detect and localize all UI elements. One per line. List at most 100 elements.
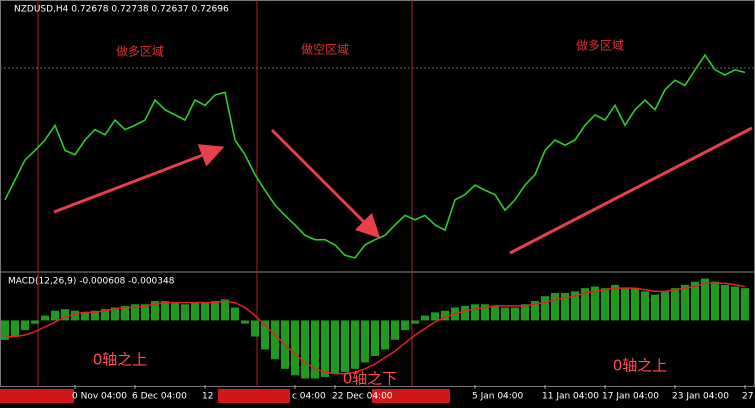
histogram-bar bbox=[181, 304, 189, 321]
histogram-bar bbox=[1, 320, 9, 340]
histogram-bar bbox=[661, 291, 669, 321]
histogram-bar bbox=[531, 301, 539, 321]
histogram-bar bbox=[701, 278, 709, 321]
histogram-bar bbox=[671, 288, 679, 321]
histogram-bar bbox=[211, 301, 219, 321]
histogram-bar bbox=[261, 320, 269, 350]
histogram-bar bbox=[541, 296, 549, 321]
x-tick-label: 23 Jan 04:00 bbox=[672, 392, 729, 402]
histogram-bar bbox=[731, 286, 739, 321]
histogram-bar bbox=[21, 320, 29, 331]
annotation: 0轴之上 bbox=[93, 351, 148, 369]
histogram-bar bbox=[571, 291, 579, 321]
histogram-bar bbox=[611, 284, 619, 321]
histogram-bar bbox=[441, 310, 449, 321]
histogram-bar bbox=[621, 288, 629, 321]
histogram-bar bbox=[271, 320, 279, 360]
histogram-bar bbox=[231, 307, 239, 321]
highlight bbox=[372, 389, 450, 403]
histogram-bar bbox=[351, 320, 359, 369]
histogram-bar bbox=[401, 320, 409, 331]
histogram-bar bbox=[131, 304, 139, 321]
histogram-bar bbox=[501, 307, 509, 321]
arrow bbox=[53, 144, 225, 214]
x-tick-label: 17 Jan 04:00 bbox=[602, 392, 659, 402]
histogram-bar bbox=[601, 288, 609, 321]
histogram-bar bbox=[91, 310, 99, 321]
annotation: 做空区域 bbox=[301, 42, 349, 57]
histogram-bar bbox=[461, 305, 469, 321]
histogram-bar bbox=[481, 304, 489, 321]
x-tick-label: 6 Dec 04:00 bbox=[132, 392, 187, 402]
histogram-bar bbox=[511, 307, 519, 321]
histogram-bar bbox=[341, 320, 349, 373]
histogram-bar bbox=[381, 320, 389, 350]
histogram-bar bbox=[471, 304, 479, 321]
histogram-bar bbox=[651, 294, 659, 321]
arrow bbox=[509, 126, 753, 255]
histogram-bar bbox=[741, 288, 749, 321]
annotation: 0轴之上 bbox=[613, 357, 668, 375]
histogram-bar bbox=[421, 315, 429, 321]
histogram-bar bbox=[561, 292, 569, 321]
histogram-bar bbox=[491, 305, 499, 321]
histogram-bar bbox=[151, 301, 159, 321]
highlight bbox=[218, 389, 290, 403]
histogram-bar bbox=[61, 309, 69, 321]
histogram-bar bbox=[201, 302, 209, 321]
histogram-bar bbox=[51, 310, 59, 321]
arrow bbox=[270, 128, 381, 239]
x-tick-label: 22 Dec 04:00 bbox=[332, 392, 393, 402]
histogram-bar bbox=[121, 305, 129, 321]
macd-title: MACD(12,26,9) -0.000608 -0.000348 bbox=[8, 277, 175, 287]
x-tick-label: 0 Nov 04:00 bbox=[72, 392, 127, 402]
histogram-bar bbox=[241, 320, 249, 324]
histogram-bar bbox=[141, 304, 149, 321]
histogram-bar bbox=[631, 288, 639, 321]
x-tick-label: 12 bbox=[202, 392, 213, 402]
histogram-bar bbox=[81, 312, 89, 321]
histogram-bar bbox=[71, 310, 79, 321]
x-tick-label: c 04:00 bbox=[292, 392, 326, 402]
histogram-bar bbox=[291, 320, 299, 376]
histogram-bar bbox=[681, 284, 689, 321]
annotation: 做多区域 bbox=[116, 44, 164, 59]
histogram-bar bbox=[431, 312, 439, 321]
histogram-bar bbox=[311, 320, 319, 379]
histogram-bar bbox=[691, 281, 699, 321]
highlight bbox=[0, 389, 74, 403]
histogram-bar bbox=[251, 320, 259, 337]
histogram-bar bbox=[591, 286, 599, 321]
histogram-bar bbox=[321, 320, 329, 377]
histogram-bar bbox=[331, 320, 339, 374]
annotation: 0轴之下 bbox=[343, 370, 398, 388]
histogram-bar bbox=[191, 302, 199, 321]
histogram-bar bbox=[221, 299, 229, 321]
histogram-bar bbox=[551, 292, 559, 321]
price-line bbox=[4, 53, 746, 259]
histogram-bar bbox=[411, 320, 419, 324]
histogram-bar bbox=[521, 304, 529, 321]
histogram-bar bbox=[161, 301, 169, 321]
histogram-bar bbox=[711, 281, 719, 321]
x-tick-label: 11 Jan 04:00 bbox=[542, 392, 599, 402]
x-tick-label: 5 Jan 04:00 bbox=[472, 392, 524, 402]
annotation: 做多区域 bbox=[576, 38, 624, 53]
histogram-bar bbox=[101, 309, 109, 321]
histogram-bar bbox=[361, 320, 369, 363]
histogram-bar bbox=[31, 320, 39, 324]
histogram-bar bbox=[641, 291, 649, 321]
signal-line bbox=[5, 282, 746, 375]
histogram-bar bbox=[391, 320, 399, 340]
histogram-bar bbox=[111, 307, 119, 321]
histogram-bar bbox=[371, 320, 379, 356]
histogram-bar bbox=[721, 284, 729, 321]
histogram-bar bbox=[301, 320, 309, 379]
histogram-bar bbox=[171, 302, 179, 321]
histogram-bar bbox=[41, 315, 49, 321]
histogram-bar bbox=[11, 320, 19, 337]
chart-title: NZDUSD,H4 0.72678 0.72738 0.72637 0.7269… bbox=[14, 5, 229, 15]
histogram-bar bbox=[581, 288, 589, 321]
x-tick-label: 27 bbox=[742, 392, 753, 402]
